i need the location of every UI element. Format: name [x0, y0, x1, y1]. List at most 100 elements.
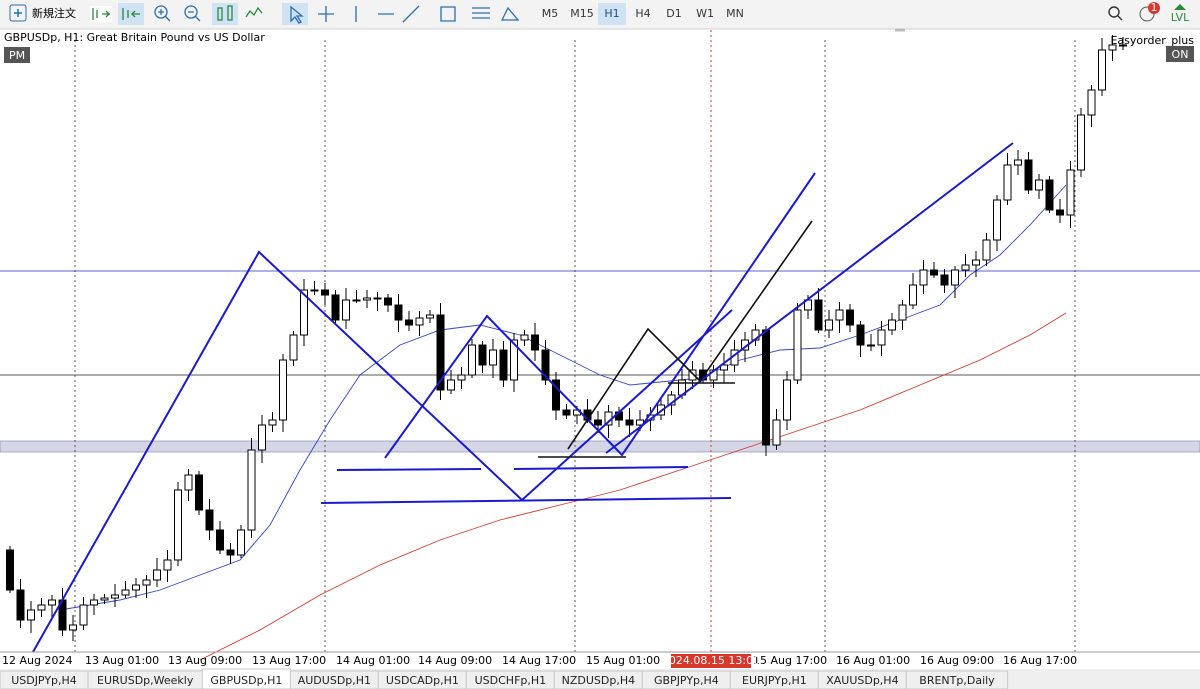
icon[interactable]: [245, 6, 263, 18]
timeframe-button[interactable]: D1: [666, 7, 681, 20]
candle-body: [940, 274, 949, 286]
notification-badge: [1148, 2, 1160, 14]
icon[interactable]: [92, 8, 110, 20]
timeframe-button[interactable]: M5: [542, 7, 559, 20]
candle-body: [132, 584, 140, 591]
candle-body: [772, 419, 781, 446]
expert-name: Easyorder_plus: [1110, 34, 1194, 47]
time-label: 15 Aug 17:00: [753, 654, 827, 667]
time-label: 13 Aug 09:00: [168, 654, 242, 667]
active-timeframe-bg: [598, 3, 626, 25]
icon[interactable]: [184, 5, 198, 19]
search-icon[interactable]: [1108, 6, 1120, 18]
icon[interactable]: [318, 5, 520, 23]
time-label: 14 Aug 01:00: [336, 654, 410, 667]
candle-body: [373, 297, 382, 300]
candle-body: [993, 199, 1001, 241]
chart-area[interactable]: [0, 30, 1200, 652]
search-icon: [1117, 15, 1123, 21]
expert-status: ON: [1172, 48, 1189, 61]
candle-body: [111, 594, 119, 599]
icon[interactable]: [227, 5, 233, 21]
candle-body: [856, 324, 865, 346]
candle-body: [531, 334, 539, 351]
candle-body: [1098, 49, 1106, 91]
expert-status-box[interactable]: [1166, 46, 1194, 62]
candle-body: [436, 314, 445, 391]
icon[interactable]: [282, 3, 308, 25]
tab-label: EURJPYp,H1: [742, 674, 807, 687]
tab-label: USDCADp,H1: [386, 674, 459, 687]
candle-body: [930, 269, 938, 276]
tab[interactable]: [905, 670, 1009, 689]
candle-body: [1066, 169, 1075, 216]
timeframe-button[interactable]: MN: [726, 7, 744, 20]
candle-body: [142, 579, 151, 586]
timeframe-button[interactable]: W1: [696, 7, 714, 20]
timeframe-button[interactable]: M15: [570, 7, 594, 20]
timeframe-button[interactable]: H1: [604, 7, 619, 20]
candles: [6, 35, 1127, 641]
candle-body: [982, 239, 991, 261]
candle-body: [919, 269, 928, 286]
time-label: 15 Aug 01:00: [586, 654, 660, 667]
candle-body: [478, 344, 487, 366]
candle-body: [783, 379, 791, 421]
level-badge: LVL: [1171, 11, 1190, 24]
candle-body: [321, 289, 329, 296]
candle-body: [562, 409, 571, 416]
drawn-lines: [32, 142, 1014, 653]
candle-body: [100, 597, 109, 601]
candle-body: [909, 284, 917, 306]
timeframe-bar: M5 M15 H1 H4 D1 W1 MN: [542, 7, 744, 20]
candle-body: [184, 474, 193, 491]
timeframe-button[interactable]: H4: [635, 7, 650, 20]
candle-body: [216, 529, 224, 551]
icon[interactable]: [290, 5, 304, 24]
candle-body: [898, 304, 907, 321]
icon[interactable]: [154, 5, 168, 19]
candle-body: [237, 529, 245, 556]
candle-body: [1003, 164, 1012, 201]
candle-body: [846, 309, 854, 326]
slow-ma: [199, 312, 1067, 661]
icon[interactable]: [212, 3, 238, 25]
candle-body: [363, 297, 371, 301]
candle-body: [688, 369, 697, 381]
candle-body: [552, 379, 560, 411]
crosshair-time-box: [671, 654, 751, 668]
candle-body: [457, 374, 466, 381]
candle-body: [247, 449, 256, 531]
candle-body: [153, 569, 161, 581]
toolbar-icons: [90, 3, 520, 25]
candle-body: [426, 314, 434, 319]
candle-body: [1056, 209, 1064, 216]
candle-body: [300, 289, 308, 336]
candle-body: [1108, 44, 1117, 51]
icon: [9, 4, 27, 22]
icon[interactable]: [122, 8, 140, 20]
time-label: 13 Aug 01:00: [85, 654, 159, 667]
candle-body: [37, 604, 46, 611]
icon[interactable]: [118, 3, 144, 25]
tab-label: BRENTp,Daily: [919, 674, 995, 687]
tab-label: USDCHFp,H1: [475, 674, 547, 687]
icon[interactable]: [188, 11, 201, 22]
icon[interactable]: [217, 7, 223, 21]
candle-body: [877, 329, 886, 346]
candle-body: [961, 264, 970, 271]
candle-body: [951, 269, 959, 286]
candle-body: [174, 489, 182, 561]
candle-body: [394, 304, 403, 321]
level-icon: [1174, 4, 1186, 10]
candle-body: [48, 599, 56, 606]
new-order-button[interactable]: 新規注文: [9, 4, 76, 22]
icon[interactable]: [90, 6, 112, 22]
tabs: USDJPYp,H4 EURUSDp,Weekly GBPUSDp,H1 AUDUSD…: [0, 668, 1009, 689]
candle-body: [1024, 159, 1033, 191]
moving-averages: [59, 184, 1067, 661]
candle-body: [289, 334, 298, 361]
icon[interactable]: [158, 9, 171, 22]
